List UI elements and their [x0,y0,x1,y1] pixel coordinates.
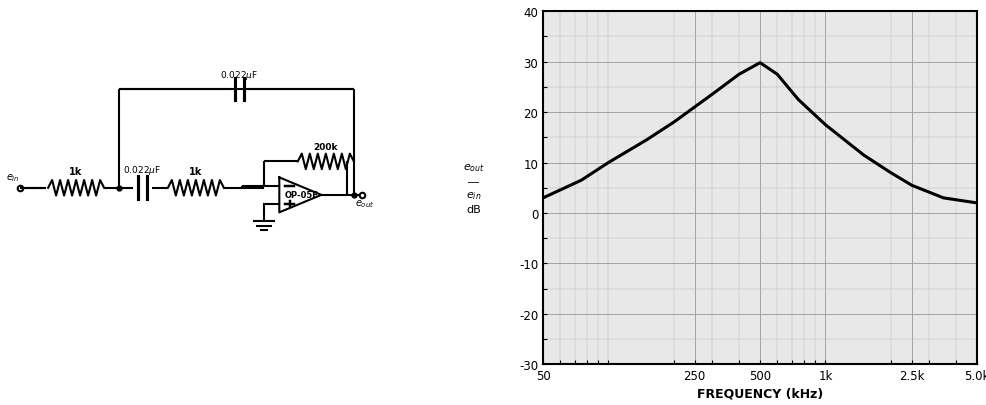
X-axis label: FREQUENCY (kHz): FREQUENCY (kHz) [696,386,822,399]
Text: $e_{in}$: $e_{in}$ [6,172,20,183]
Text: 1k: 1k [69,167,83,177]
Text: $e_{out}$: $e_{out}$ [355,198,374,210]
Text: 0.022$\mu$F: 0.022$\mu$F [220,68,258,81]
Text: OP-05E: OP-05E [284,191,317,200]
Text: 200k: 200k [314,143,338,151]
Text: 1k: 1k [189,167,202,177]
Text: 0.022$\mu$F: 0.022$\mu$F [123,164,162,177]
Text: $e_{out}$
―
$e_{in}$
dB: $e_{out}$ ― $e_{in}$ dB [462,162,484,215]
